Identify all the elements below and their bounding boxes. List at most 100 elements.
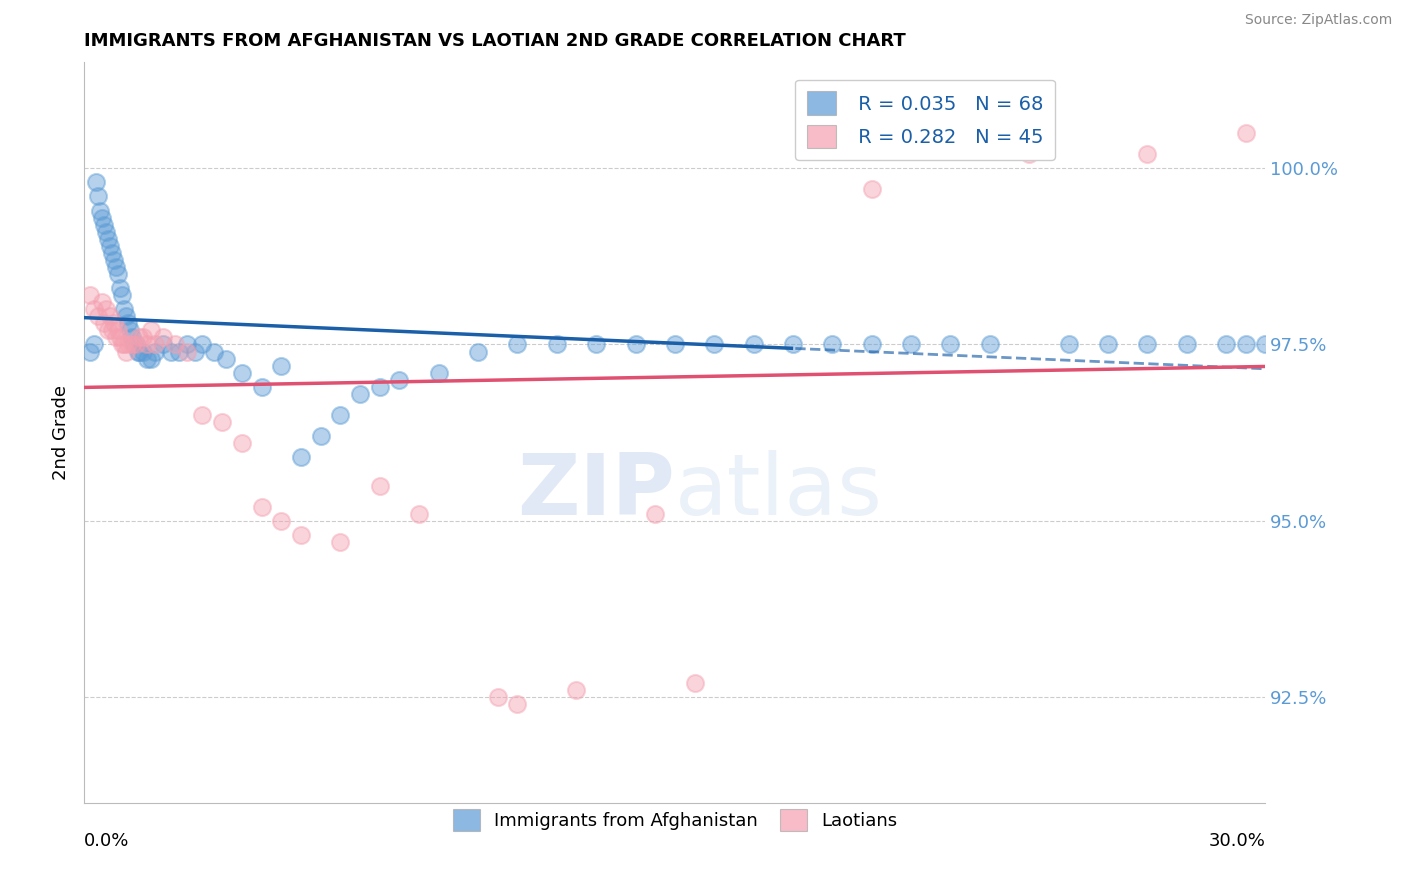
Point bbox=[128, 330, 150, 344]
Text: Source: ZipAtlas.com: Source: ZipAtlas.com bbox=[1244, 13, 1392, 28]
Point bbox=[101, 245, 124, 260]
Point bbox=[79, 288, 101, 302]
Point bbox=[211, 415, 233, 429]
Point bbox=[118, 323, 141, 337]
Text: ZIP: ZIP bbox=[517, 450, 675, 533]
Point bbox=[467, 344, 489, 359]
Point bbox=[108, 281, 131, 295]
Point bbox=[112, 302, 135, 317]
Point bbox=[104, 260, 127, 274]
Point bbox=[191, 408, 214, 422]
Point bbox=[176, 344, 198, 359]
Point bbox=[127, 344, 149, 359]
Point bbox=[132, 330, 155, 344]
Point bbox=[860, 182, 883, 196]
Point bbox=[98, 310, 121, 324]
Point bbox=[111, 337, 134, 351]
Point bbox=[91, 211, 114, 225]
Legend: Immigrants from Afghanistan, Laotians: Immigrants from Afghanistan, Laotians bbox=[446, 802, 904, 838]
Point bbox=[143, 344, 166, 359]
Point bbox=[79, 344, 101, 359]
Point bbox=[191, 337, 214, 351]
Point bbox=[1057, 337, 1080, 351]
Point bbox=[900, 337, 922, 351]
Point bbox=[176, 337, 198, 351]
Point bbox=[782, 337, 804, 351]
Text: 30.0%: 30.0% bbox=[1209, 832, 1265, 850]
Point bbox=[664, 337, 686, 351]
Point bbox=[103, 316, 125, 330]
Text: IMMIGRANTS FROM AFGHANISTAN VS LAOTIAN 2ND GRADE CORRELATION CHART: IMMIGRANTS FROM AFGHANISTAN VS LAOTIAN 2… bbox=[84, 32, 905, 50]
Point bbox=[1136, 147, 1159, 161]
Point bbox=[486, 690, 509, 704]
Point bbox=[860, 337, 883, 351]
Point bbox=[160, 344, 183, 359]
Point bbox=[87, 310, 110, 324]
Point bbox=[1254, 337, 1277, 351]
Point bbox=[231, 436, 253, 450]
Point bbox=[136, 337, 159, 351]
Point bbox=[128, 344, 150, 359]
Point bbox=[114, 344, 136, 359]
Point bbox=[1234, 337, 1257, 351]
Point bbox=[368, 380, 391, 394]
Point bbox=[94, 225, 117, 239]
Point bbox=[565, 683, 588, 698]
Point bbox=[1136, 337, 1159, 351]
Point bbox=[83, 302, 105, 317]
Point bbox=[427, 366, 450, 380]
Point bbox=[250, 380, 273, 394]
Point bbox=[124, 337, 146, 351]
Point bbox=[89, 203, 111, 218]
Point bbox=[141, 323, 163, 337]
Point bbox=[107, 323, 129, 337]
Point bbox=[163, 337, 186, 351]
Text: atlas: atlas bbox=[675, 450, 883, 533]
Point bbox=[152, 337, 174, 351]
Point bbox=[104, 330, 127, 344]
Point bbox=[141, 351, 163, 366]
Point bbox=[250, 500, 273, 514]
Point bbox=[506, 697, 529, 711]
Point bbox=[939, 337, 962, 351]
Point bbox=[231, 366, 253, 380]
Text: 0.0%: 0.0% bbox=[84, 832, 129, 850]
Point bbox=[98, 239, 121, 253]
Point bbox=[112, 337, 135, 351]
Point bbox=[683, 676, 706, 690]
Point bbox=[1215, 337, 1237, 351]
Point bbox=[270, 514, 292, 528]
Point bbox=[1234, 126, 1257, 140]
Point bbox=[103, 252, 125, 267]
Point bbox=[1097, 337, 1119, 351]
Point bbox=[108, 330, 131, 344]
Point bbox=[117, 316, 139, 330]
Point bbox=[93, 316, 115, 330]
Point bbox=[136, 351, 159, 366]
Point bbox=[309, 429, 332, 443]
Point bbox=[97, 232, 120, 246]
Point bbox=[821, 337, 844, 351]
Point bbox=[1175, 337, 1198, 351]
Point bbox=[111, 288, 134, 302]
Point bbox=[107, 267, 129, 281]
Point bbox=[143, 337, 166, 351]
Point bbox=[83, 337, 105, 351]
Point bbox=[117, 337, 139, 351]
Point bbox=[290, 450, 312, 465]
Point bbox=[349, 387, 371, 401]
Point bbox=[368, 478, 391, 492]
Point bbox=[546, 337, 568, 351]
Point bbox=[152, 330, 174, 344]
Point bbox=[506, 337, 529, 351]
Point bbox=[329, 408, 352, 422]
Point bbox=[121, 330, 143, 344]
Point bbox=[167, 344, 190, 359]
Point bbox=[585, 337, 607, 351]
Point bbox=[132, 344, 155, 359]
Point bbox=[624, 337, 647, 351]
Point bbox=[290, 528, 312, 542]
Point bbox=[388, 373, 411, 387]
Point bbox=[644, 507, 666, 521]
Point bbox=[703, 337, 725, 351]
